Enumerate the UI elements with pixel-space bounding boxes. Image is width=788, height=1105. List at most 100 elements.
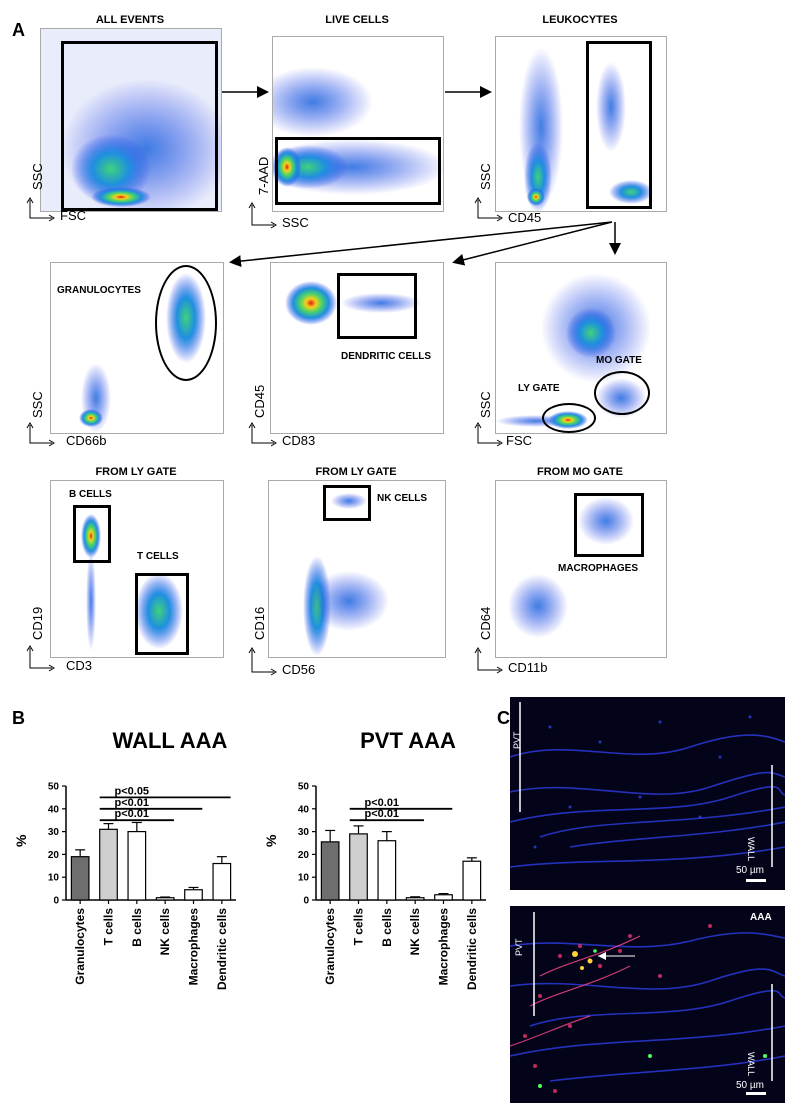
significance-label: p<0.05 bbox=[115, 785, 150, 797]
y-tick-label: 10 bbox=[298, 873, 310, 884]
y-axis-label: % bbox=[13, 834, 29, 847]
axis-arrows bbox=[26, 197, 503, 676]
gate-t-cells bbox=[135, 573, 189, 655]
chart-title-pvt: PVT AAA bbox=[360, 728, 456, 753]
chart-wall-aaa: 0 10 20 30 40 50% Granulocytes T cells B cells NK… bbox=[13, 782, 236, 990]
plot-leukocytes bbox=[495, 36, 667, 212]
bar-b-cells bbox=[127, 830, 147, 901]
bar-granulocytes bbox=[70, 856, 90, 901]
gate-label-macrophages: MACROPHAGES bbox=[558, 563, 639, 574]
x-tick-label: T cells bbox=[102, 908, 116, 946]
x-axis-label: CD45 bbox=[508, 210, 542, 225]
panel-b-letter: B bbox=[12, 708, 25, 728]
gating-arrows bbox=[222, 86, 621, 268]
plot-title-live-cells: LIVE CELLS bbox=[325, 14, 389, 26]
plot-title-from-mo: FROM MO GATE bbox=[537, 466, 623, 478]
y-tick-label: 30 bbox=[298, 827, 310, 838]
x-tick-label: Dendritic cells bbox=[465, 908, 479, 990]
bar-nk-cells bbox=[155, 897, 175, 901]
plot-fsc-ssc: MO GATE LY GATE bbox=[495, 262, 667, 434]
x-tick-label: NK cells bbox=[158, 908, 172, 956]
density-macrophages bbox=[496, 481, 666, 657]
x-axis-label: CD83 bbox=[282, 433, 316, 448]
bar-granulocytes bbox=[320, 841, 340, 901]
x-axis-label: SSC bbox=[282, 215, 309, 230]
y-tick-label: 30 bbox=[48, 827, 60, 838]
x-tick-label: Granulocytes bbox=[73, 908, 87, 985]
x-axis-label: CD11b bbox=[508, 660, 548, 675]
plot-granulocytes: GRANULOCYTES bbox=[50, 262, 224, 434]
x-axis-label: FSC bbox=[60, 208, 86, 223]
plot-macrophages: MACROPHAGES bbox=[495, 480, 667, 658]
bar-macrophages bbox=[434, 894, 453, 901]
y-tick-label: 0 bbox=[303, 896, 309, 907]
gate-dendritic bbox=[337, 273, 417, 339]
bar-dendritic-cells bbox=[212, 862, 232, 901]
x-tick-label: Macrophages bbox=[437, 908, 451, 986]
scale-bar-top: 50 µm bbox=[736, 865, 764, 876]
gate-mo bbox=[594, 371, 650, 415]
plot-live-cells bbox=[272, 36, 444, 212]
plot-title-from-ly-2: FROM LY GATE bbox=[315, 466, 397, 478]
x-axis-label: CD3 bbox=[66, 658, 93, 673]
gate-granulocytes bbox=[155, 265, 217, 381]
x-tick-label: Dendritic cells bbox=[215, 908, 229, 990]
x-tick-label: Granulocytes bbox=[323, 908, 337, 985]
plot-dendritic: DENDRITIC CELLS bbox=[270, 262, 444, 434]
x-tick-label: NK cells bbox=[408, 908, 422, 956]
bar-macrophages bbox=[184, 889, 203, 901]
plot-title-from-ly-1: FROM LY GATE bbox=[95, 466, 177, 478]
gate-label-nk-cells: NK CELLS bbox=[377, 493, 427, 504]
gate-b-cells bbox=[73, 505, 111, 563]
bar-b-cells bbox=[377, 840, 397, 901]
significance-label: p<0.01 bbox=[365, 808, 400, 820]
label-aaa: AAA bbox=[750, 912, 772, 923]
density-b-t-cells bbox=[51, 481, 223, 657]
y-tick-label: 50 bbox=[298, 782, 310, 793]
gate-macrophages bbox=[574, 493, 644, 557]
y-tick-label: 40 bbox=[298, 804, 310, 815]
x-axis-label: CD56 bbox=[282, 662, 316, 677]
gate-live-cells bbox=[275, 137, 441, 205]
plot-nk-cells: NK CELLS bbox=[268, 480, 446, 658]
label-wall-top: WALL bbox=[746, 837, 756, 862]
arrow-to-dendritic bbox=[452, 221, 613, 266]
gate-label-granulocytes: GRANULOCYTES bbox=[57, 285, 141, 296]
label-wall-bottom: WALL bbox=[746, 1052, 756, 1077]
y-axis-label: % bbox=[263, 834, 279, 847]
gate-ly bbox=[542, 403, 596, 433]
plot-title-leukocytes: LEUKOCYTES bbox=[542, 14, 618, 26]
y-tick-label: 20 bbox=[48, 850, 60, 861]
gate-all-events bbox=[61, 41, 218, 211]
significance-label: p<0.01 bbox=[365, 797, 400, 809]
chart-title-wall: WALL AAA bbox=[112, 728, 228, 753]
y-tick-label: 50 bbox=[48, 782, 60, 793]
gate-label-b-cells: B CELLS bbox=[69, 489, 112, 500]
chart-pvt-aaa: 0 10 20 30 40 50% Granulocytes T cells B cells NK… bbox=[263, 782, 486, 990]
panel-a-letter: A bbox=[12, 20, 25, 40]
label-pvt-top: PVT bbox=[512, 731, 522, 749]
arrow-to-granulocytes bbox=[229, 221, 613, 268]
y-tick-label: 10 bbox=[48, 873, 60, 884]
density-nk-cells bbox=[269, 481, 445, 657]
gate-label-ly: LY GATE bbox=[518, 383, 560, 394]
micrograph-top: PVT WALL 50 µm bbox=[510, 697, 785, 890]
x-tick-label: T cells bbox=[352, 908, 366, 946]
significance-label: p<0.01 bbox=[115, 808, 150, 820]
gate-nk-cells bbox=[323, 485, 371, 521]
significance-label: p<0.01 bbox=[115, 797, 150, 809]
micrograph-top-image bbox=[510, 697, 785, 890]
bar-dendritic-cells bbox=[462, 860, 482, 901]
x-axis-label: CD66b bbox=[66, 433, 107, 448]
scale-bar-bottom: 50 µm bbox=[736, 1080, 764, 1091]
x-tick-label: Macrophages bbox=[187, 908, 201, 986]
density-leukocytes bbox=[496, 37, 666, 211]
x-axis-label: FSC bbox=[506, 433, 532, 448]
x-tick-label: B cells bbox=[130, 908, 144, 947]
y-tick-label: 40 bbox=[48, 804, 60, 815]
panel-c-letter: C bbox=[497, 708, 510, 728]
gate-leukocytes bbox=[586, 41, 652, 209]
label-pvt-bottom: PVT bbox=[514, 938, 524, 956]
plot-all-events bbox=[40, 28, 222, 212]
plot-title-all-events: ALL EVENTS bbox=[95, 14, 165, 26]
